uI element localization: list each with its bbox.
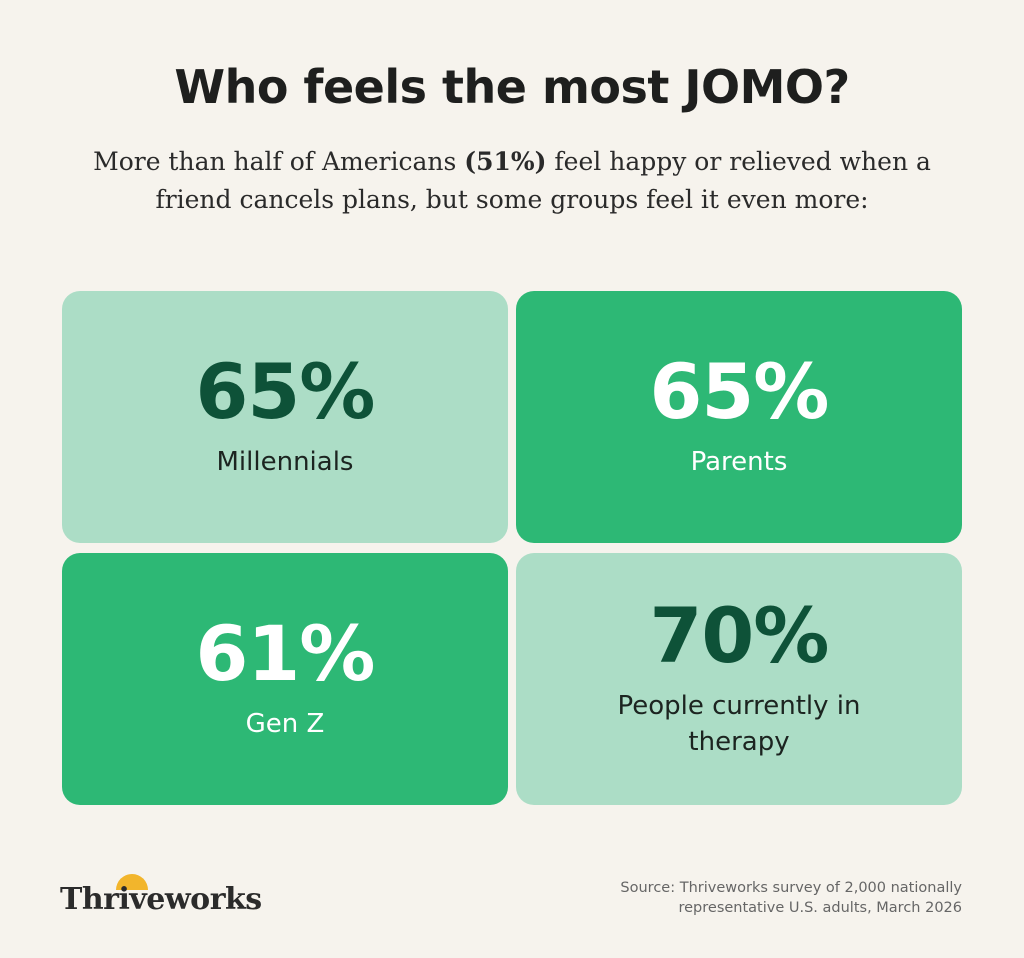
subtitle: More than half of Americans (51%) feel h… [60, 143, 964, 219]
subtitle-before: More than half of Americans [93, 147, 465, 176]
source-line-2: representative U.S. adults, March 2026 [678, 900, 962, 916]
stat-value: 65% [195, 347, 376, 436]
stat-value: 65% [649, 347, 830, 436]
stat-label: Parents [690, 447, 788, 477]
logo-text: Thriveworks [60, 882, 262, 917]
subtitle-highlight: (51%) [464, 147, 547, 176]
stat-card-parents: 65% Parents [516, 291, 962, 543]
stat-label: Millennials [216, 447, 354, 477]
subtitle-after: feel happy or relieved when a friend can… [155, 147, 931, 214]
stat-card-millennials: 65% Millennials [62, 291, 508, 543]
stat-card-gen-z: 61% Gen Z [62, 553, 508, 805]
stat-label: Gen Z [245, 709, 325, 739]
sun-icon [116, 874, 148, 890]
stat-label: People currently in therapy [617, 691, 861, 757]
page-title: Who feels the most JOMO? [174, 60, 850, 114]
source-note: Source: Thriveworks survey of 2,000 nati… [542, 878, 962, 918]
stat-card-therapy: 70% People currently in therapy [516, 553, 962, 805]
thriveworks-logo: Thriveworks [60, 868, 262, 918]
stat-value: 70% [649, 591, 830, 680]
stat-value: 61% [195, 609, 376, 698]
source-line-1: Source: Thriveworks survey of 2,000 nati… [620, 880, 962, 896]
